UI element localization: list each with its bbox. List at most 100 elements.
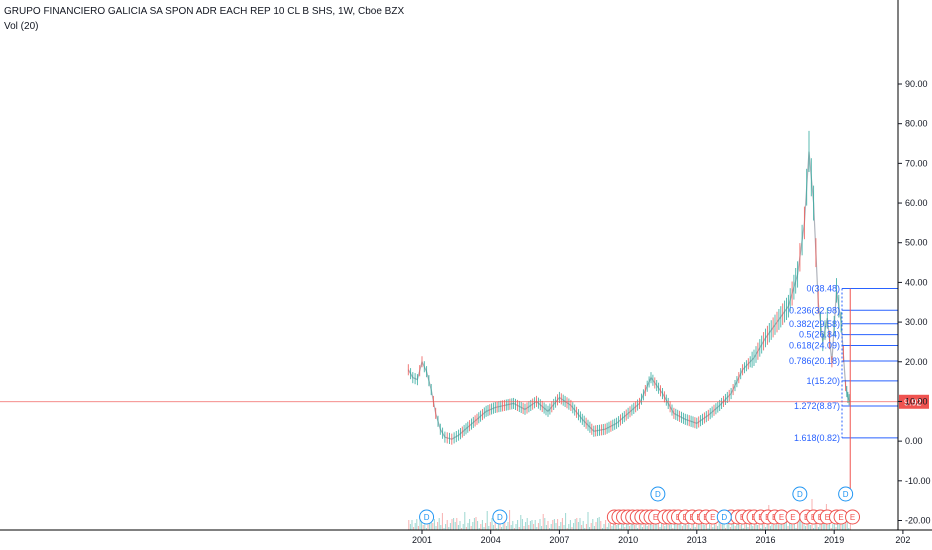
symbol-title[interactable]: GRUPO FINANCIERO GALICIA SA SPON ADR EAC… <box>4 6 405 17</box>
volume-bar <box>753 522 755 530</box>
volume-bar <box>702 518 704 530</box>
volume-bar <box>729 527 731 530</box>
volume-bar <box>627 519 629 530</box>
volume-bar <box>761 524 763 530</box>
dividend-marker-label: D <box>797 490 803 499</box>
volume-bar <box>419 514 421 530</box>
fib-level-label: 0.236(32.98) <box>789 305 840 315</box>
volume-bar <box>725 528 727 530</box>
volume-bar <box>411 520 413 530</box>
volume-bar <box>657 520 659 530</box>
volume-bar <box>814 524 816 530</box>
fib-level-label: 1.272(8.87) <box>794 401 840 411</box>
volume-bar <box>494 521 496 530</box>
volume-bar <box>561 518 563 530</box>
volume-bar <box>824 522 826 530</box>
volume-bar <box>512 521 514 530</box>
volume-bar <box>489 522 491 530</box>
volume-bar <box>793 521 795 530</box>
volume-bar <box>521 519 523 530</box>
volume-bar <box>662 519 664 530</box>
volume-bar <box>510 525 512 530</box>
volume-bar <box>421 518 423 530</box>
volume-bar <box>822 518 824 530</box>
volume-bar <box>448 527 450 530</box>
volume-bar <box>461 528 463 530</box>
volume-bar <box>515 524 517 530</box>
volume-bar <box>585 524 587 530</box>
volume-bar <box>555 523 557 530</box>
volume-bar <box>709 524 711 530</box>
volume-bar <box>769 526 771 530</box>
volume-bar <box>603 524 605 530</box>
volume-bar <box>829 521 831 530</box>
volume-bar <box>691 524 693 530</box>
volume-bar <box>779 524 781 530</box>
volume-bar <box>693 520 695 530</box>
volume-bar <box>624 527 626 530</box>
volume-bar <box>689 528 691 530</box>
volume-bar <box>600 521 602 530</box>
fib-level-label: 0.382(29.58) <box>789 319 840 329</box>
volume-bar <box>488 526 490 530</box>
volume-bar <box>849 524 851 530</box>
volume-bar <box>718 522 720 530</box>
volume-bar <box>509 510 511 530</box>
volume-bar <box>425 528 427 530</box>
volume-bar <box>545 525 547 530</box>
volume-bar <box>537 523 539 530</box>
volume-bar <box>496 528 498 530</box>
volume-bar <box>601 528 603 530</box>
volume-bar <box>629 526 631 530</box>
volume-bar <box>531 520 533 530</box>
volume-bar <box>449 523 451 530</box>
volume-bar <box>731 523 733 530</box>
earnings-marker-label: E <box>710 513 715 522</box>
dividend-marker <box>419 509 435 525</box>
volume-bar <box>542 514 544 530</box>
y-tick-label: 10.00 <box>905 396 928 406</box>
volume-bar <box>424 521 426 530</box>
volume-bar <box>704 525 706 530</box>
volume-bar <box>462 524 464 530</box>
volume-bar <box>776 521 778 530</box>
volume-bar <box>440 525 442 530</box>
earnings-marker-label: E <box>779 513 784 522</box>
volume-bar <box>845 517 847 530</box>
volume-bar <box>435 526 437 530</box>
volume-bar <box>678 523 680 530</box>
volume-bar <box>574 519 576 530</box>
volume-bar <box>817 527 819 530</box>
volume-bar <box>611 526 613 530</box>
volume-bar <box>473 518 475 530</box>
volume-bar <box>443 528 445 530</box>
volume-bar <box>640 520 642 530</box>
earnings-marker-label: E <box>790 513 795 522</box>
volume-indicator-label[interactable]: Vol (20) <box>4 21 39 32</box>
volume-bar <box>613 522 615 530</box>
volume-bar <box>712 527 714 530</box>
y-tick-label: 20.00 <box>905 357 928 367</box>
volume-bar <box>800 519 802 530</box>
x-tick-label: 2019 <box>824 535 844 545</box>
volume-bar <box>541 526 543 530</box>
volume-bar <box>558 526 560 530</box>
volume-bar <box>841 522 843 530</box>
volume-bar <box>838 519 840 530</box>
volume-bar <box>430 519 432 530</box>
volume-bar <box>664 526 666 530</box>
volume-bar <box>472 522 474 530</box>
earnings-marker-label: E <box>838 513 843 522</box>
y-tick-label: 90.00 <box>905 79 928 89</box>
volume-bar <box>633 525 635 530</box>
price-series-line <box>407 151 851 440</box>
volume-bar <box>726 524 728 530</box>
volume-bar <box>518 527 520 530</box>
last-price-label: 9.92 <box>904 397 922 407</box>
volume-bar <box>701 522 703 530</box>
volume-bar <box>409 524 411 530</box>
y-tick-label: -10.00 <box>905 476 931 486</box>
volume-bar <box>798 520 800 530</box>
fib-level-label: 1.618(0.82) <box>794 433 840 443</box>
